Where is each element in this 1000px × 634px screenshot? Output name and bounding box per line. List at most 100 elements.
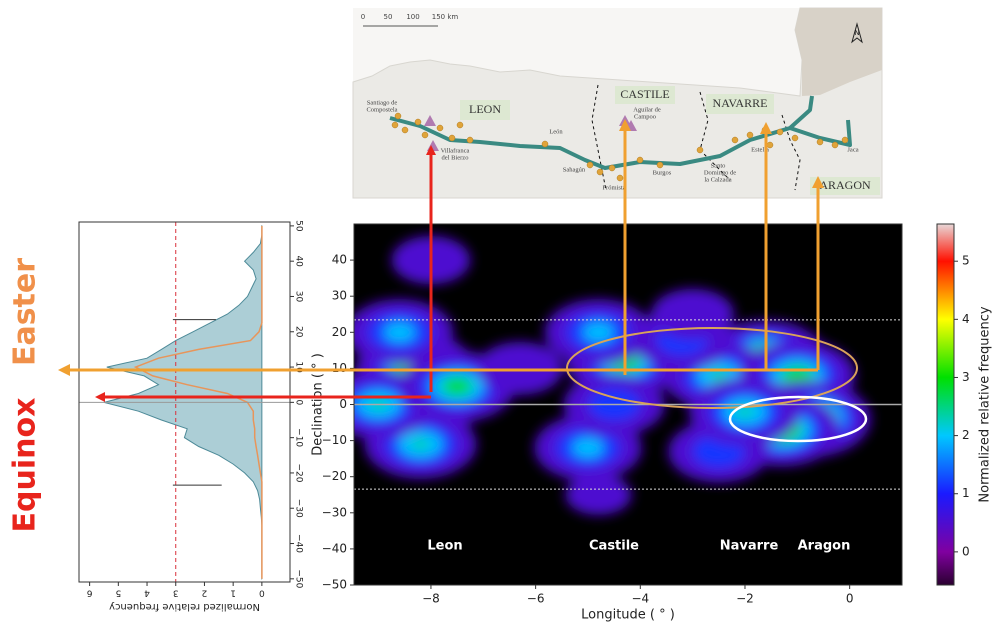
y-tick-label: 20 <box>294 326 304 338</box>
y-tick-label: −20 <box>322 469 347 483</box>
highlight-ellipse <box>728 395 868 443</box>
city-label: Sahagún <box>563 166 586 173</box>
scale-label: 150 km <box>432 13 459 21</box>
region-label: Leon <box>427 539 462 554</box>
colorbar-tick-label: 4 <box>962 312 970 326</box>
map: 0 50 100 150 km N LEON CASTILE NAVARRE A… <box>352 7 883 199</box>
region-box <box>706 94 774 114</box>
colorbar-label: Normalized relative frequency <box>978 306 993 503</box>
region-box <box>460 100 510 120</box>
x-tick-label: 1 <box>230 588 236 598</box>
region-label: Navarre <box>720 539 779 554</box>
city-label: Campoo <box>634 113 656 120</box>
density-peak <box>565 474 632 515</box>
city-label: la Calzada <box>704 176 731 183</box>
north-label: N <box>854 29 859 37</box>
y-tick-label: −10 <box>322 433 347 447</box>
city-label: Villafranca <box>441 147 470 154</box>
city-label: Jaca <box>847 146 858 153</box>
city-label: Santo <box>711 162 726 169</box>
density-peak <box>476 341 564 395</box>
x-tick-label: −8 <box>422 592 440 606</box>
x-tick-label: −2 <box>736 592 754 606</box>
density-level <box>476 341 564 395</box>
y-axis-label: Declination ( ° ) <box>311 353 326 456</box>
city-label: del Bierzo <box>442 154 469 161</box>
easter-label: Easter <box>8 258 43 366</box>
density-level <box>413 440 428 449</box>
x-axis-label: Normalized relative frequency <box>109 601 260 612</box>
density-level <box>383 322 416 342</box>
city-label: Estella <box>751 146 769 153</box>
x-tick-label: 3 <box>173 588 179 598</box>
region-label: Aragon <box>798 539 851 554</box>
scale-label: 50 <box>384 13 393 21</box>
x-tick-label: −6 <box>527 592 545 606</box>
y-tick-label: −50 <box>294 569 304 588</box>
density-level <box>572 438 604 458</box>
border <box>699 91 731 181</box>
y-tick-label: 0 <box>339 397 347 411</box>
scale-label: 100 <box>406 13 419 21</box>
colorbar-tick-label: 1 <box>962 486 970 500</box>
colorbar-tick-label: 3 <box>962 370 970 384</box>
region-box <box>615 86 675 104</box>
colorbar-tick-label: 0 <box>962 544 970 558</box>
heatmap: −8 −6 −4 −2 0−50−40−30−20−10010203040Longitu… <box>311 223 993 623</box>
city-label: Santiago de <box>367 99 398 106</box>
scale-label: 0 <box>361 13 365 21</box>
y-tick-label: 40 <box>294 255 304 267</box>
density-level <box>565 474 632 515</box>
distribution: 6 5 4 3 2 1 0−50−40−30−20−1001020304050Normali… <box>78 220 304 612</box>
y-tick-label: 10 <box>294 361 304 373</box>
y-tick-label: 30 <box>332 289 347 303</box>
map-france <box>795 8 882 96</box>
region-label: LEON <box>469 102 501 116</box>
density-peak <box>689 377 801 446</box>
x-tick-label: 2 <box>202 588 208 598</box>
x-tick-label: 5 <box>115 588 121 598</box>
y-tick-label: 20 <box>332 325 347 339</box>
y-tick-label: 10 <box>332 361 347 375</box>
y-tick-label: −40 <box>322 541 347 555</box>
y-tick-label: −10 <box>294 428 304 447</box>
city-label: Frómista <box>602 184 625 191</box>
colorbar-tick-label: 2 <box>962 428 970 442</box>
city-label: Domingo de <box>704 169 736 176</box>
x-tick-label: −4 <box>631 592 649 606</box>
y-tick-label: 50 <box>294 220 304 232</box>
border <box>591 84 607 191</box>
city-label: Burgos <box>653 169 672 176</box>
equinox-label: Equinox <box>8 398 43 533</box>
city-label: Compostela <box>366 106 397 113</box>
density-level <box>651 288 734 340</box>
x-tick-label: 4 <box>144 588 150 598</box>
y-tick-label: −20 <box>294 463 304 482</box>
y-tick-label: 40 <box>332 253 347 267</box>
north-arrow <box>851 22 863 44</box>
colorbar <box>936 223 955 586</box>
y-tick-label: −50 <box>322 578 347 592</box>
y-tick-label: −30 <box>322 505 347 519</box>
sites <box>391 112 849 182</box>
density-level <box>712 371 726 380</box>
route <box>389 95 852 170</box>
city-label: León <box>549 128 563 135</box>
region-label: Castile <box>589 539 639 554</box>
x-tick-label: 0 <box>846 592 854 606</box>
y-tick-label: 30 <box>294 291 304 303</box>
colorbar-tick-label: 5 <box>962 254 970 268</box>
x-tick-label: 0 <box>259 588 265 598</box>
density-peak <box>354 299 454 366</box>
x-tick-label: 6 <box>86 588 92 598</box>
density-peak <box>651 288 734 340</box>
y-tick-label: −30 <box>294 499 304 518</box>
density-level <box>441 376 473 397</box>
region-label: ARAGON <box>819 178 871 192</box>
y-tick-label: −40 <box>294 534 304 553</box>
highlight-ellipse <box>566 327 858 409</box>
x-axis-label: Longitude ( ° ) <box>581 608 675 623</box>
y-tick-label: 0 <box>294 399 304 405</box>
region-label: NAVARRE <box>713 96 768 110</box>
